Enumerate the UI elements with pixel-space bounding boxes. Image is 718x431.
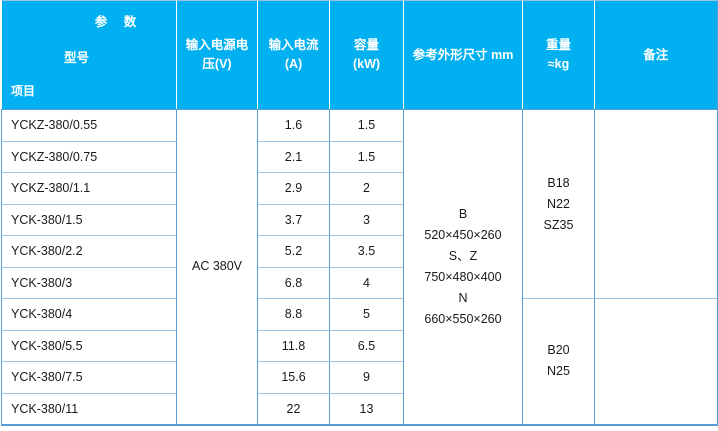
dim-line: 750×480×400 bbox=[424, 269, 502, 284]
table-row: YCK-380/5.5 11.8 6.5 bbox=[1, 329, 718, 362]
dim-line: 520×450×260 bbox=[424, 227, 502, 242]
header-voltage-line2: 压(V) bbox=[202, 57, 232, 71]
model-cell: YCKZ-380/0.55 bbox=[1, 109, 177, 142]
weight-group-2-cell: B20 N25 bbox=[522, 298, 595, 425]
current-cell: 3.7 bbox=[257, 203, 330, 236]
model-cell: YCK-380/11 bbox=[1, 392, 177, 425]
weight-group-1-cell: B18 N22 SZ35 bbox=[522, 109, 595, 299]
current-cell: 2.9 bbox=[257, 172, 330, 205]
capacity-cell: 1.5 bbox=[329, 140, 404, 173]
capacity-cell: 3.5 bbox=[329, 235, 404, 268]
capacity-cell: 4 bbox=[329, 266, 404, 299]
table-row: YCK-380/3 6.8 4 bbox=[1, 266, 718, 299]
table-row: YCK-380/4 8.8 5 B20 N25 bbox=[1, 298, 718, 425]
header-param-label: 参 数 bbox=[94, 15, 139, 29]
model-cell: YCKZ-380/1.1 bbox=[1, 172, 177, 205]
header-row: 参 数 型号 项目 输入电源电 压(V) 输入电流 (A) 容量 (kW) 参考… bbox=[1, 0, 718, 110]
capacity-cell: 13 bbox=[329, 392, 404, 425]
weight-line: SZ35 bbox=[543, 217, 574, 232]
current-cell: 22 bbox=[257, 392, 330, 425]
model-cell: YCK-380/7.5 bbox=[1, 361, 177, 394]
table-row: YCK-380/2.2 5.2 3.5 bbox=[1, 235, 718, 268]
capacity-cell: 6.5 bbox=[329, 329, 404, 362]
weight-line: B18 bbox=[547, 175, 570, 190]
table-row: YCKZ-380/0.55 AC 380V 1.6 1.5 B 520×450×… bbox=[1, 109, 718, 425]
dim-line: B bbox=[458, 206, 468, 221]
table-row: YCKZ-380/0.75 2.1 1.5 bbox=[1, 140, 718, 173]
model-cell: YCK-380/3 bbox=[1, 266, 177, 299]
model-cell: YCK-380/1.5 bbox=[1, 203, 177, 236]
capacity-cell: 5 bbox=[329, 298, 404, 331]
dimensions-cell: B 520×450×260 S、Z 750×480×400 N 660×550×… bbox=[403, 109, 523, 425]
current-cell: 8.8 bbox=[257, 298, 330, 331]
header-corner-cell: 参 数 型号 项目 bbox=[1, 0, 177, 110]
model-cell: YCK-380/5.5 bbox=[1, 329, 177, 362]
current-cell: 11.8 bbox=[257, 329, 330, 362]
voltage-cell: AC 380V bbox=[176, 109, 258, 425]
header-voltage-line1: 输入电源电 bbox=[185, 38, 249, 52]
header-weight-line2: ≈kg bbox=[547, 57, 570, 71]
capacity-cell: 3 bbox=[329, 203, 404, 236]
header-remarks-label: 备注 bbox=[643, 47, 669, 62]
weight-line: B20 bbox=[547, 343, 570, 358]
current-cell: 6.8 bbox=[257, 266, 330, 299]
model-cell: YCKZ-380/0.75 bbox=[1, 140, 177, 173]
header-capacity: 容量 (kW) bbox=[329, 0, 404, 110]
weight-line: N25 bbox=[547, 364, 570, 379]
header-current: 输入电流 (A) bbox=[257, 0, 330, 110]
header-current-line2: (A) bbox=[284, 57, 303, 71]
dim-line: 660×550×260 bbox=[424, 311, 502, 326]
header-current-line1: 输入电流 bbox=[268, 38, 319, 52]
header-item-label: 项目 bbox=[11, 84, 36, 98]
current-cell: 1.6 bbox=[257, 109, 330, 142]
current-cell: 5.2 bbox=[257, 235, 330, 268]
capacity-cell: 1.5 bbox=[329, 109, 404, 142]
capacity-cell: 9 bbox=[329, 361, 404, 394]
current-cell: 2.1 bbox=[257, 140, 330, 173]
table-row: YCK-380/11 22 13 bbox=[1, 392, 718, 425]
header-dimensions: 参考外形尺寸 mm bbox=[403, 0, 523, 110]
header-remarks: 备注 bbox=[594, 0, 718, 110]
model-cell: YCK-380/2.2 bbox=[1, 235, 177, 268]
header-weight: 重量 ≈kg bbox=[522, 0, 595, 110]
dim-line: N bbox=[458, 290, 468, 305]
current-cell: 15.6 bbox=[257, 361, 330, 394]
remarks-group-1-cell bbox=[594, 109, 718, 299]
model-cell: YCK-380/4 bbox=[1, 298, 177, 331]
header-weight-line1: 重量 bbox=[545, 38, 571, 52]
remarks-group-2-cell bbox=[594, 298, 718, 425]
capacity-cell: 2 bbox=[329, 172, 404, 205]
header-capacity-line2: (kW) bbox=[352, 57, 381, 71]
dim-line: S、Z bbox=[448, 248, 478, 263]
header-dimensions-label: 参考外形尺寸 mm bbox=[412, 47, 514, 62]
weight-line: N22 bbox=[547, 196, 570, 211]
header-voltage: 输入电源电 压(V) bbox=[176, 0, 258, 110]
header-model-label: 型号 bbox=[63, 51, 89, 65]
table-row: YCK-380/7.5 15.6 9 bbox=[1, 361, 718, 394]
header-capacity-line1: 容量 bbox=[353, 38, 379, 52]
table-row: YCKZ-380/1.1 2.9 2 bbox=[1, 172, 718, 205]
